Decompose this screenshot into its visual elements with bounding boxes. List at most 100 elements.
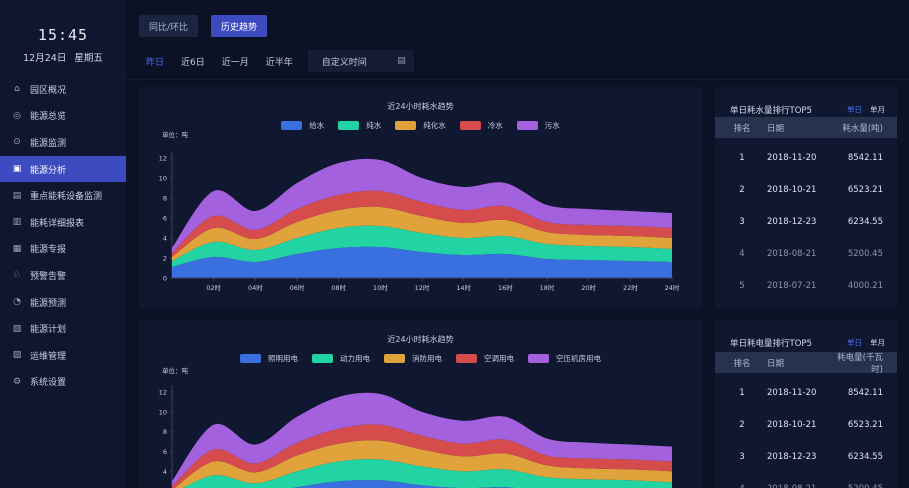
area-series-1 [172,246,672,278]
x-tick-label: 14时 [456,283,471,292]
value-cell: 4000.21 [847,281,883,291]
filter-last-6-days[interactable]: 近6日 [181,57,205,68]
legend-label: 空调用电 [484,354,514,363]
y-tick-label: 2 [163,255,167,263]
power-rank-panel: 单日耗电量排行TOP5 单日 单月 排名 日期 耗电量(千瓦时) 1 2018-1… [715,320,897,488]
y-tick-label: 12 [159,389,167,397]
overview-icon: ◎ [13,110,21,121]
chart-unit-label: 单位：吨 [162,367,188,375]
rank-row: 3 2018-12-23 6234.55 [715,450,897,464]
legend-item[interactable]: 空压机房用电 [528,353,601,364]
area-series-2 [172,225,672,267]
device-icon: ▤ [12,190,22,201]
x-tick-label: 24时 [665,283,680,292]
legend-item[interactable]: 纯水 [338,120,381,131]
sidebar-item-label: 能源专报 [30,245,67,256]
legend-label: 消防用电 [412,354,442,363]
toggle-day[interactable]: 单日 [847,105,862,114]
legend-item[interactable]: 冷水 [459,120,503,131]
water-trend-chart: 近24小时耗水趋势 给水 纯水 纯化水 冷水 污水 单位：吨 0 2 4 6 8 10 12 02时 0… [139,87,702,308]
sidebar-item[interactable]: ◎ 能源总览 [0,103,126,130]
legend-item[interactable]: 纯化水 [395,120,446,131]
legend-item[interactable]: 消防用电 [384,353,442,364]
custom-date-picker[interactable]: 自定义时间 ▤ [307,50,414,72]
header-value: 耗水量(吨) [842,123,883,134]
rank-period-toggle: 单日 单月 [847,337,885,348]
filter-last-half-year[interactable]: 近半年 [265,57,293,68]
time-filters: 昨日 近6日 近一月 近半年 自定义时间 ▤ [146,50,414,72]
sidebar-item[interactable]: ◔ 能源预测 [0,289,126,316]
x-tick-label: 18时 [540,283,555,292]
sidebar-item[interactable]: ♘ 预警告警 [0,262,126,289]
x-tick-label: 20时 [581,283,596,292]
y-tick-label: 10 [159,408,167,416]
date-cell: 2018-08-21 [755,484,835,488]
legend-swatch [384,354,405,363]
y-tick-label: 6 [163,448,167,456]
sidebar-item-label: 能源总览 [30,112,67,123]
sidebar-item[interactable]: ▧ 能源计划 [0,315,126,342]
special-report-icon: ▦ [12,243,22,254]
tab-history-trend[interactable]: 历史趋势 [211,15,268,37]
chart-plot: 4 6 8 10 12 [159,386,672,488]
legend-label: 动力用电 [340,354,370,363]
area-series-1 [292,479,515,488]
filter-yesterday[interactable]: 昨日 [146,57,165,68]
chart-legend: 给水 纯水 纯化水 冷水 污水 [139,120,702,131]
y-tick-label: 8 [163,195,167,203]
legend-item[interactable]: 照明用电 [240,353,298,364]
sidebar-item[interactable]: ⌂ 园区概况 [0,76,126,103]
legend-item[interactable]: 动力用电 [312,353,370,364]
y-tick-label: 0 [163,275,167,283]
alarm-icon: ♘ [12,270,22,281]
toggle-day[interactable]: 单日 [847,338,862,347]
rank-row: 5 2018-07-21 4000.21 [715,279,897,293]
legend-item[interactable]: 污水 [516,120,560,131]
value-cell: 6523.21 [847,420,883,430]
sidebar-item[interactable]: ▣ 能源分析 [0,155,126,183]
toggle-month[interactable]: 单月 [870,338,885,347]
date-cell: 2018-10-21 [767,185,817,195]
clock: 15:45 12月24日 星期五 [0,0,126,76]
chart-title: 近24小时耗水趋势 [387,102,454,111]
sidebar-item[interactable]: ▦ 能源专报 [0,236,126,263]
date-cell: 2018-07-21 [767,281,817,291]
value-cell: 6234.55 [847,452,883,462]
filter-last-month[interactable]: 近一月 [221,57,249,68]
analysis-icon: ▣ [12,164,22,175]
rank-row: 3 2018-12-23 6234.55 [715,215,897,229]
value-cell: 8542.11 [847,388,883,398]
sidebar-item[interactable]: ▨ 运维管理 [0,342,126,369]
legend-item[interactable]: 空调用电 [456,353,514,364]
value-cell: 5200.45 [835,484,897,488]
sidebar-item[interactable]: ▤ 重点能耗设备监测 [0,182,126,209]
value-cell: 8542.11 [847,153,883,163]
rank-row: 1 2018-11-20 8542.11 [715,386,897,400]
rank-title: 单日耗电量排行TOP5 [730,339,812,349]
sidebar-item-label: 能源预测 [30,298,67,309]
header-value: 耗电量(千瓦时) [837,352,883,375]
tab-yoy-mom[interactable]: 同比/环比 [139,15,199,37]
calendar-icon: ▤ [397,56,406,66]
area-series-3 [174,440,672,488]
sidebar-item-label: 重点能耗设备监测 [30,192,103,203]
rank-cell: 3 [739,452,745,462]
sidebar-item[interactable]: ⊙ 能源监测 [0,129,126,156]
y-tick-label: 6 [163,215,167,223]
legend-label: 空压机房用电 [556,354,601,363]
sidebar-item[interactable]: ⚙ 系统设置 [0,369,126,396]
header-rank: 排名 [733,123,751,134]
y-tick-label: 8 [163,428,167,436]
forecast-icon: ◔ [13,297,21,308]
value-cell: 5200.45 [847,249,883,259]
sidebar-item-label: 能耗详细报表 [30,218,85,229]
sidebar-item[interactable]: ▥ 能耗详细报表 [0,209,126,236]
rank-cell: 4 [715,484,755,488]
clock-date: 12月24日 星期五 [0,50,126,64]
toggle-month[interactable]: 单月 [870,105,885,114]
legend-item[interactable]: 给水 [281,120,324,131]
y-tick-label: 4 [163,468,167,476]
legend-swatch [395,121,417,130]
